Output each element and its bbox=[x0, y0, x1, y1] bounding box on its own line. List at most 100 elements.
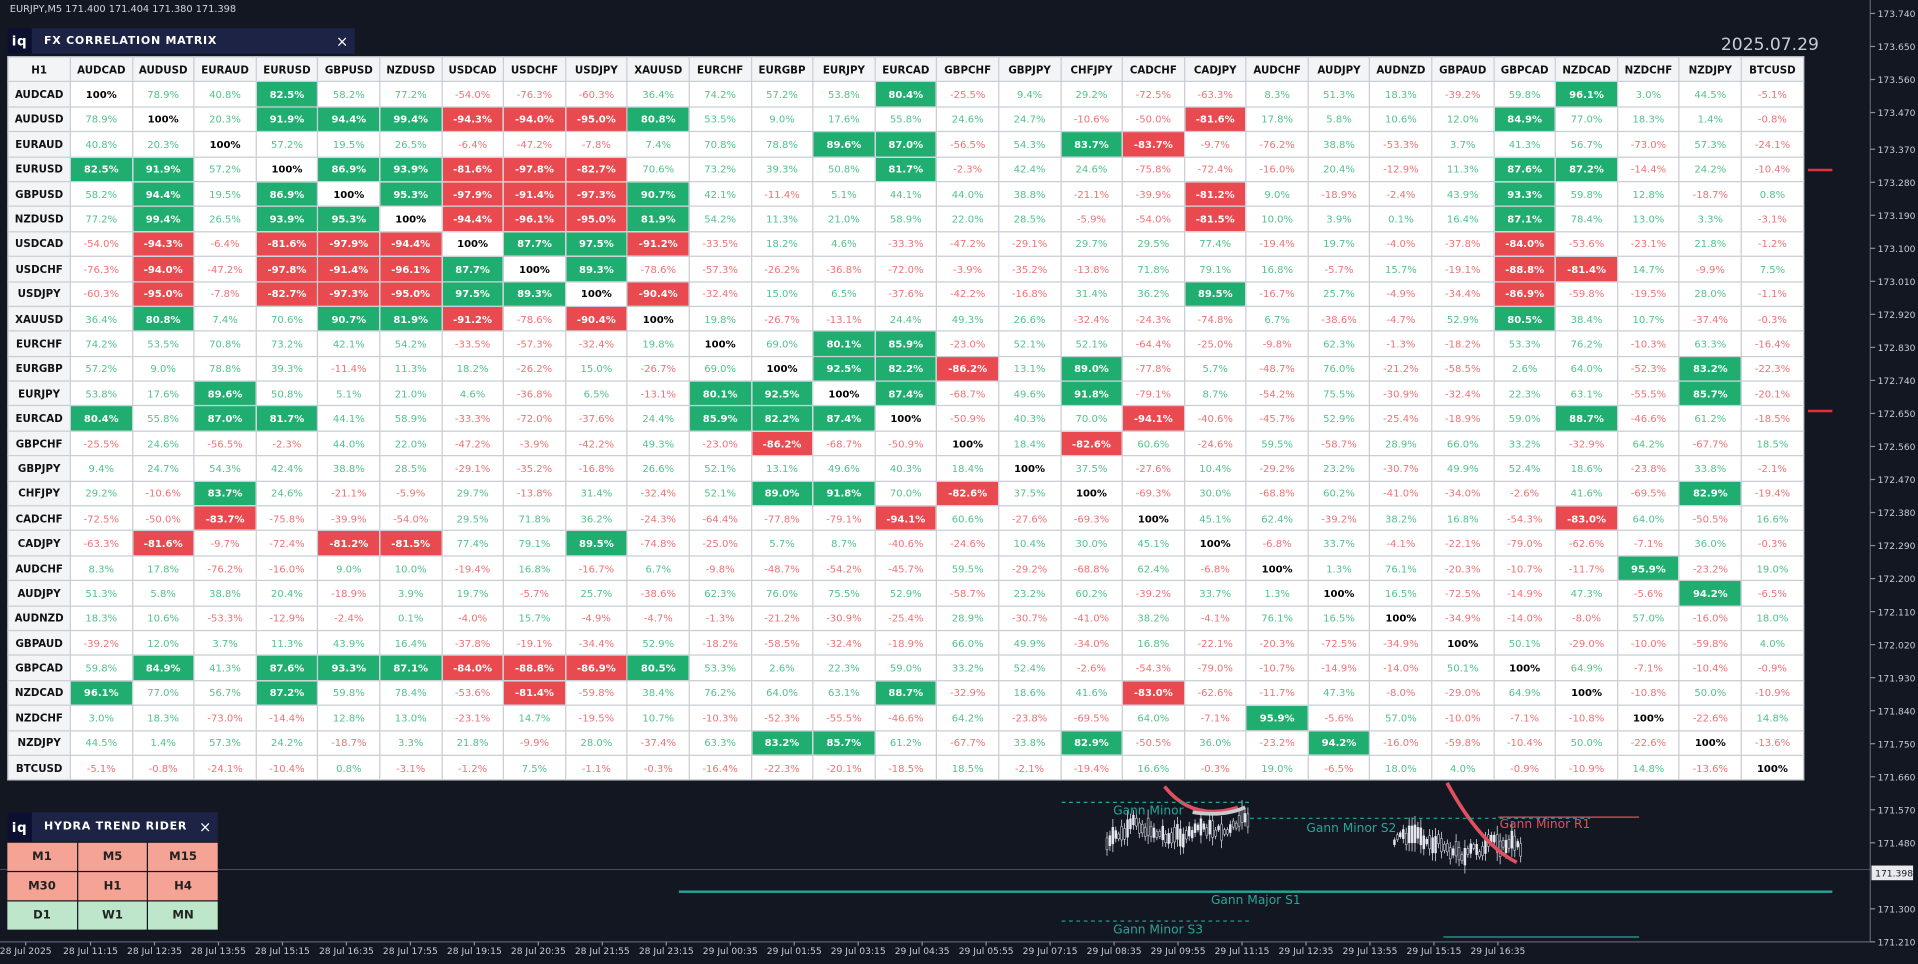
correlation-cell: 16.8% bbox=[1245, 255, 1309, 282]
correlation-cell: -3.9% bbox=[936, 255, 1000, 282]
candle-body bbox=[1141, 824, 1144, 834]
correlation-cell: -10.3% bbox=[688, 704, 752, 731]
timeframe-button[interactable]: W1 bbox=[77, 901, 148, 930]
correlation-cell: 44.1% bbox=[317, 405, 381, 432]
correlation-cell: 26.5% bbox=[193, 205, 257, 233]
close-button[interactable]: × bbox=[198, 818, 213, 836]
timeframe-button[interactable]: H1 bbox=[77, 872, 148, 901]
correlation-cell: 58.9% bbox=[379, 405, 443, 432]
correlation-cell: -76.2% bbox=[193, 555, 257, 582]
matrix-row: GBPCAD 59.8% 84.9% 41.3% 87.6% 93.3% 87.1% -84.… bbox=[7, 654, 1805, 682]
time-label: 29 Jul 08:35 bbox=[1087, 946, 1142, 957]
correlation-cell: 40.3% bbox=[998, 405, 1062, 432]
candle-body bbox=[1164, 834, 1167, 843]
correlation-cell: 28.5% bbox=[998, 205, 1062, 233]
correlation-cell: -12.9% bbox=[1369, 156, 1433, 183]
correlation-cell: -19.4% bbox=[1059, 754, 1124, 781]
correlation-cell: 31.4% bbox=[564, 480, 628, 507]
column-header: AUDNZD bbox=[1369, 56, 1433, 83]
row-header: EURAUD bbox=[7, 131, 71, 158]
correlation-cell: 91.8% bbox=[812, 480, 876, 507]
correlation-cell: -4.1% bbox=[1369, 530, 1433, 557]
time-label: 29 Jul 07:15 bbox=[1023, 946, 1078, 957]
correlation-cell: -47.2% bbox=[441, 430, 505, 457]
candle-body bbox=[1208, 819, 1211, 835]
correlation-cell: 60.2% bbox=[1307, 480, 1371, 507]
matrix-row: CADCHF -72.5% -50.0% -83.7% -75.8% -39.9% -54.… bbox=[7, 505, 1805, 532]
correlation-cell: 17.6% bbox=[812, 106, 876, 133]
correlation-cell: 82.5% bbox=[69, 156, 133, 183]
correlation-cell: -10.8% bbox=[1616, 679, 1680, 706]
correlation-cell: 90.7% bbox=[626, 180, 690, 208]
correlation-cell: 8.3% bbox=[69, 555, 133, 582]
row-header: USDCAD bbox=[7, 230, 71, 258]
correlation-cell: -21.2% bbox=[1369, 355, 1433, 382]
correlation-cell: -23.8% bbox=[998, 704, 1062, 731]
timeframe-button[interactable]: M15 bbox=[148, 842, 218, 871]
candle-body bbox=[1495, 834, 1499, 853]
price-label: 172.470 bbox=[1878, 475, 1916, 486]
correlation-cell: -36.8% bbox=[812, 255, 876, 282]
correlation-cell: 43.9% bbox=[317, 629, 381, 657]
correlation-cell: 41.6% bbox=[1059, 679, 1124, 706]
timeframe-button[interactable]: M5 bbox=[77, 842, 148, 871]
correlation-cell: 6.7% bbox=[1245, 305, 1309, 332]
candle-body bbox=[1158, 831, 1162, 837]
candle-body bbox=[1493, 834, 1496, 843]
correlation-cell: 100% bbox=[626, 305, 690, 332]
correlation-cell: 96.1% bbox=[69, 679, 133, 706]
gann-label: Gann Minor S2 bbox=[1306, 821, 1396, 835]
correlation-cell: -16.0% bbox=[255, 555, 319, 582]
row-header: CADJPY bbox=[7, 530, 71, 557]
correlation-cell: 73.2% bbox=[255, 330, 319, 357]
correlation-cell: -10.9% bbox=[1740, 679, 1805, 706]
correlation-cell: -23.0% bbox=[688, 430, 752, 457]
correlation-cell: 21.0% bbox=[812, 205, 876, 233]
correlation-cell: 22.3% bbox=[812, 654, 876, 682]
correlation-cell: -39.2% bbox=[1121, 580, 1185, 607]
candle-body bbox=[1393, 839, 1396, 845]
correlation-cell: -10.4% bbox=[1740, 156, 1805, 183]
timeframe-button[interactable]: M1 bbox=[7, 842, 77, 871]
correlation-cell: -14.4% bbox=[255, 704, 319, 731]
correlation-cell: 94.4% bbox=[317, 106, 381, 133]
correlation-cell: 63.3% bbox=[688, 729, 752, 756]
timeframe-button[interactable]: M30 bbox=[7, 872, 77, 901]
correlation-cell: 41.3% bbox=[193, 654, 257, 682]
correlation-cell: -32.4% bbox=[812, 629, 876, 657]
correlation-cell: 18.4% bbox=[998, 430, 1062, 457]
correlation-cell: 70.0% bbox=[1059, 405, 1124, 432]
correlation-cell: -37.4% bbox=[626, 729, 690, 756]
correlation-cell: -6.5% bbox=[1740, 580, 1805, 607]
correlation-cell: 100% bbox=[317, 180, 381, 208]
matrix-row: CADJPY -63.3% -81.6% -9.7% -72.4% -81.2% -81.5… bbox=[7, 530, 1805, 557]
correlation-cell: -64.4% bbox=[688, 505, 752, 532]
correlation-cell: -5.1% bbox=[1740, 81, 1805, 108]
correlation-cell: 30.0% bbox=[1183, 480, 1247, 507]
correlation-cell: 82.9% bbox=[1059, 729, 1124, 756]
correlation-cell: 0.1% bbox=[379, 604, 443, 632]
correlation-cell: 38.8% bbox=[1307, 131, 1371, 158]
timeframe-button[interactable]: D1 bbox=[7, 901, 77, 930]
correlation-cell: -24.1% bbox=[1740, 131, 1805, 158]
candle-body bbox=[1223, 829, 1226, 835]
correlation-cell: -47.2% bbox=[502, 131, 567, 158]
correlation-cell: -57.3% bbox=[502, 330, 567, 357]
row-header: CADCHF bbox=[7, 505, 71, 532]
timeframe-button[interactable]: H4 bbox=[148, 872, 218, 901]
correlation-cell: 80.8% bbox=[131, 305, 195, 332]
correlation-cell: -97.9% bbox=[317, 230, 381, 258]
correlation-cell: -56.5% bbox=[193, 430, 257, 457]
candle-body bbox=[1425, 838, 1428, 845]
correlation-cell: -21.1% bbox=[317, 480, 381, 507]
correlation-cell: 14.8% bbox=[1616, 754, 1680, 781]
correlation-cell: 18.0% bbox=[1740, 604, 1805, 632]
price-label: 172.020 bbox=[1878, 640, 1916, 651]
close-button[interactable]: × bbox=[335, 32, 350, 50]
correlation-cell: 49.9% bbox=[998, 629, 1062, 657]
correlation-cell: -68.8% bbox=[1059, 555, 1124, 582]
candle-body bbox=[1155, 831, 1159, 838]
correlation-cell: 87.6% bbox=[1493, 156, 1557, 183]
timeframe-button[interactable]: MN bbox=[148, 901, 218, 930]
correlation-cell: -4.7% bbox=[1369, 305, 1433, 332]
